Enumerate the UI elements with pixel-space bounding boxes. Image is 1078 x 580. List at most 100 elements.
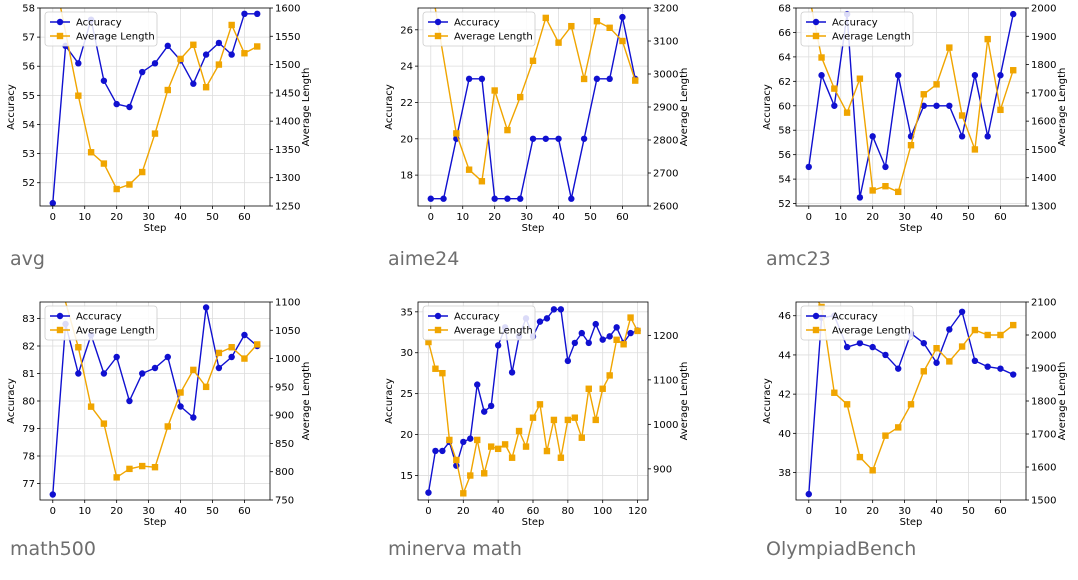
x-tick-label: 50: [962, 212, 975, 223]
y2-tick-label: 1050: [275, 326, 300, 337]
y-tick-label: 30: [400, 348, 413, 359]
x-tick-label: 20: [866, 506, 879, 517]
y-tick-label: 24: [400, 62, 413, 73]
data-point: [550, 416, 558, 424]
data-point: [997, 331, 1004, 339]
y2-tick-label: 2800: [653, 136, 678, 147]
legend-box: [422, 11, 536, 47]
data-point: [843, 109, 851, 116]
caption-minerva-math: minerva math: [388, 538, 522, 560]
panel-aime24: 0 10 20 30 40 50 60 18 20 22 24 26 2600 2700 2800 2900 3…: [378, 0, 698, 286]
data-point: [568, 195, 575, 202]
x-tick-label: 60: [616, 212, 629, 223]
data-point: [933, 345, 940, 352]
legend-marker: [812, 18, 820, 26]
y2-axis-label: Average Length: [679, 362, 690, 441]
data-point: [805, 163, 812, 171]
data-point: [425, 489, 432, 496]
data-point: [467, 435, 474, 442]
data-point: [613, 336, 620, 344]
data-point: [933, 81, 940, 88]
data-point: [494, 445, 502, 453]
data-point: [593, 75, 601, 83]
data-point: [555, 39, 562, 46]
y2-tick-label: 2700: [653, 169, 678, 180]
y-tick-label: 25: [400, 389, 413, 400]
y-tick-label: 20: [400, 134, 413, 145]
legend-label: Average Length: [454, 32, 533, 43]
legend-label: Average Length: [454, 326, 533, 337]
y2-tick-label: 2900: [653, 103, 678, 114]
data-point: [958, 112, 966, 119]
data-point: [971, 146, 979, 153]
y2-tick-label: 2000: [1031, 4, 1056, 15]
data-point: [869, 187, 876, 194]
x-axis-label: Step: [144, 223, 167, 234]
data-point: [542, 14, 549, 22]
legend-label: Accuracy: [76, 18, 122, 29]
x-tick-label: 50: [962, 506, 975, 517]
y-tick-label: 52: [22, 178, 35, 189]
data-point: [895, 188, 902, 196]
data-point: [215, 349, 223, 357]
x-tick-label: 40: [930, 212, 943, 223]
data-point: [487, 402, 495, 410]
data-point: [75, 370, 82, 377]
y-axis-label: Accuracy: [762, 84, 773, 130]
x-tick-label: 30: [142, 212, 155, 223]
y-tick-label: 56: [778, 150, 791, 161]
data-point: [946, 326, 953, 333]
data-point: [805, 490, 812, 498]
data-point: [571, 414, 579, 421]
legend-label: Accuracy: [76, 312, 122, 323]
y-tick-label: 54: [778, 175, 791, 186]
data-point: [606, 75, 613, 83]
legend-marker: [812, 32, 820, 40]
y2-tick-label: 1000: [275, 354, 300, 365]
y2-axis-label: Average Length: [1057, 68, 1068, 147]
y2-tick-label: 1350: [275, 145, 300, 156]
data-point: [1010, 371, 1017, 378]
data-point: [920, 368, 927, 375]
data-point: [254, 10, 261, 18]
legend-box: [44, 11, 158, 47]
caption-math500: math500: [10, 538, 96, 560]
y-tick-label: 60: [778, 101, 791, 112]
y2-tick-label: 1900: [1031, 364, 1056, 375]
data-point: [467, 472, 474, 479]
data-point: [933, 102, 940, 109]
data-point: [453, 130, 460, 137]
y-tick-label: 18: [400, 171, 413, 182]
series-line: [64, 302, 258, 479]
y2-axis-label: Average Length: [301, 362, 312, 441]
data-point: [432, 365, 439, 372]
y2-tick-label: 1450: [275, 88, 300, 99]
data-point: [529, 135, 537, 142]
y2-tick-label: 1400: [275, 117, 300, 128]
data-point: [100, 160, 108, 167]
x-tick-label: 0: [806, 212, 812, 223]
x-tick-label: 10: [834, 506, 847, 517]
y-tick-label: 68: [778, 4, 791, 15]
data-point: [856, 75, 864, 82]
y2-tick-label: 1600: [1031, 117, 1056, 128]
data-point: [856, 194, 864, 201]
y-tick-label: 38: [778, 468, 791, 479]
data-point: [958, 343, 966, 350]
data-point: [151, 463, 159, 471]
legend-label: Average Length: [76, 326, 155, 337]
data-point: [427, 195, 434, 202]
data-point: [920, 91, 927, 98]
data-point: [465, 166, 473, 173]
data-point: [87, 149, 95, 156]
series-average-length: [64, 302, 261, 481]
legend-marker: [434, 32, 442, 40]
y-tick-label: 62: [778, 77, 791, 88]
x-tick-label: 50: [206, 212, 219, 223]
data-point: [529, 414, 537, 421]
data-point: [49, 199, 56, 206]
data-point: [202, 383, 210, 391]
data-point: [504, 126, 511, 134]
data-point: [606, 333, 613, 340]
y-tick-label: 57: [22, 33, 35, 44]
